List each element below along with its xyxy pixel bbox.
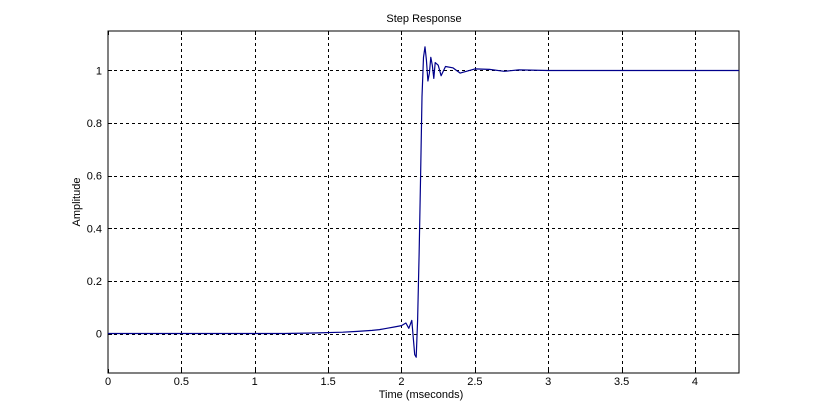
x-tick-label: 2.5 [467,376,482,388]
chart-title: Step Response [386,13,461,25]
axis-ticks [108,31,739,373]
x-tick-label: 4 [692,376,698,388]
y-tick-label: 0.2 [87,276,102,288]
x-axis-tick-labels: 0 0.5 1 1.5 2 2.5 3 3.5 4 [105,376,698,388]
series-group [108,46,739,358]
y-axis-label: Amplitude [71,178,83,227]
y-tick-label: 0.4 [87,223,102,235]
x-tick-label: 1.5 [320,376,335,388]
y-tick-label: 0 [96,329,102,341]
x-axis-label: Time (mseconds) [379,389,464,401]
x-tick-label: 0 [105,376,111,388]
step-response-line [108,46,739,358]
x-tick-label: 0.5 [174,376,189,388]
y-tick-label: 0.8 [87,118,102,130]
plot-area [107,30,740,374]
y-axis-tick-labels: 0 0.2 0.4 0.6 0.8 1 [87,65,102,340]
grid [108,31,739,373]
y-tick-label: 0.6 [87,171,102,183]
y-tick-label: 1 [96,65,102,77]
x-tick-label: 3.5 [614,376,629,388]
x-tick-label: 3 [545,376,551,388]
x-tick-label: 2 [398,376,404,388]
x-tick-label: 1 [252,376,258,388]
